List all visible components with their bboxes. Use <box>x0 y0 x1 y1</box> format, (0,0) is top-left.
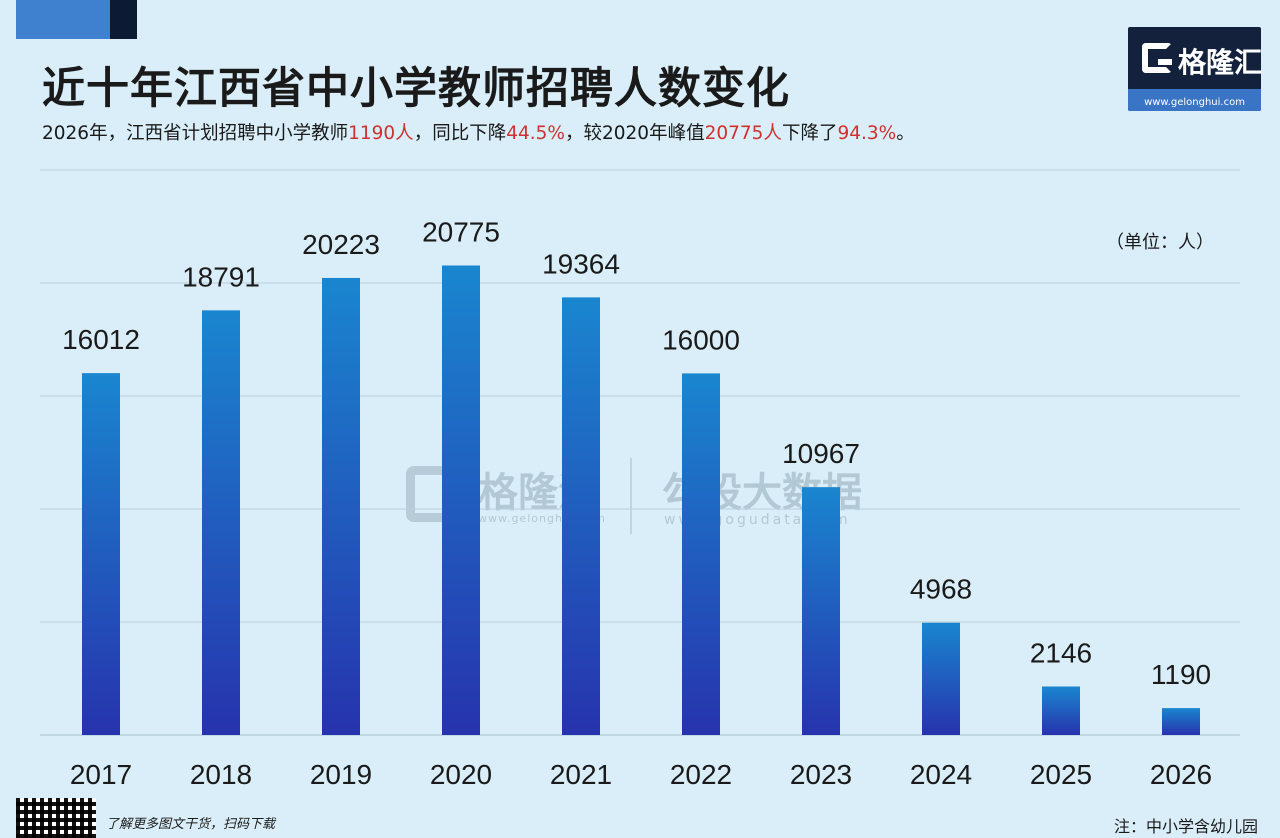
bar-2023 <box>802 487 840 735</box>
watermark-g-icon <box>406 466 462 522</box>
chart-title: 近十年江西省中小学教师招聘人数变化 <box>42 64 790 114</box>
top-accent-bar <box>16 0 110 39</box>
bar-2022 <box>682 373 720 735</box>
watermark-divider <box>630 458 632 534</box>
qr-code <box>16 798 96 838</box>
data-label-2024: 4968 <box>910 574 972 605</box>
data-label-2018: 18791 <box>182 261 260 292</box>
data-label-2021: 19364 <box>542 248 620 279</box>
logo-url: www.gelonghui.com <box>1144 97 1245 108</box>
bar-2018 <box>202 310 240 735</box>
x-tick-label-2017: 2017 <box>70 759 132 790</box>
logo-name: 格隆汇 <box>1178 46 1261 79</box>
x-tick-label-2020: 2020 <box>430 759 492 790</box>
subtitle-text: 下降了 <box>781 123 838 144</box>
bar-2024 <box>922 622 960 735</box>
subtitle-highlight: 1190人 <box>348 123 414 144</box>
bar-2019 <box>322 277 360 735</box>
gelonghui-logo: 格隆汇 www.gelonghui.com <box>1128 27 1261 111</box>
footnote: 注：中小学含幼儿园 <box>1113 817 1258 836</box>
data-label-2020: 20775 <box>422 216 500 247</box>
x-axis-labels: 2017 2018 2019 2020 2021 2022 2023 2024 2025 2026 <box>70 759 1212 790</box>
subtitle-text: ，同比下降 <box>413 123 507 144</box>
data-label-2026: 1190 <box>1151 659 1211 690</box>
x-tick-label-2021: 2021 <box>550 759 612 790</box>
data-label-2023: 10967 <box>782 438 860 469</box>
subtitle-highlight: 44.5% <box>506 123 565 144</box>
chart-subtitle: 2026年，江西省计划招聘中小学教师1190人，同比下降44.5%，较2020年… <box>42 119 915 145</box>
download-promo: 了解更多图文干货，扫码下载 <box>106 817 276 832</box>
bar-2021 <box>562 297 600 735</box>
subtitle-highlight: 94.3% <box>837 123 897 144</box>
bars <box>82 265 1200 735</box>
data-label-2022: 16000 <box>662 324 740 355</box>
bar-2017 <box>82 373 120 735</box>
logo-band <box>1128 89 1261 111</box>
g-logo-icon <box>1142 43 1172 73</box>
x-tick-label-2022: 2022 <box>670 759 732 790</box>
data-label-2017: 16012 <box>62 324 140 355</box>
bar-2025 <box>1042 686 1080 735</box>
bar-2026 <box>1162 708 1200 735</box>
x-tick-label-2026: 2026 <box>1150 759 1212 790</box>
bar-2020 <box>442 265 480 735</box>
subtitle-text: 。 <box>896 123 915 144</box>
x-tick-label-2025: 2025 <box>1030 759 1092 790</box>
subtitle-text: 2026年，江西省计划招聘中小学教师 <box>42 123 349 144</box>
x-tick-label-2023: 2023 <box>790 759 852 790</box>
x-tick-label-2024: 2024 <box>910 759 972 790</box>
top-accent-bar-dark <box>110 0 137 39</box>
unit-label: （单位：人） <box>1106 232 1214 253</box>
data-labels: 16012 18791 20223 20775 19364 16000 10967 4968 2… <box>62 216 1211 690</box>
x-tick-label-2019: 2019 <box>310 759 372 790</box>
x-tick-label-2018: 2018 <box>190 759 252 790</box>
data-label-2025: 2146 <box>1030 638 1092 669</box>
subtitle-highlight: 20775人 <box>704 123 782 144</box>
subtitle-text: ，较2020年峰值 <box>564 123 705 144</box>
data-label-2019: 20223 <box>302 229 380 260</box>
